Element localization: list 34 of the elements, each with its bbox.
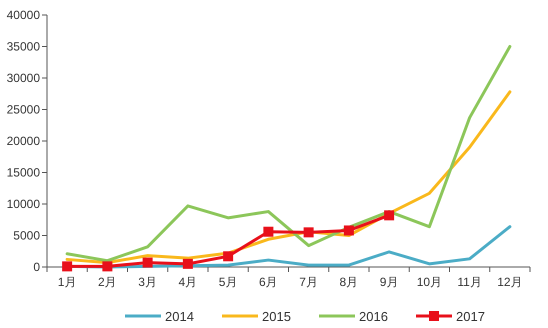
point <box>304 227 314 238</box>
x-tick-label: 8月 <box>340 275 358 289</box>
y-tick-label: 30000 <box>6 71 40 85</box>
x-tick-label: 2月 <box>98 275 117 289</box>
legend-label: 2016 <box>359 309 388 324</box>
x-tick-label: 6月 <box>259 275 278 289</box>
y-tick-label: 0 <box>33 260 40 274</box>
y-tick-label: 20000 <box>6 134 40 148</box>
point <box>142 258 153 268</box>
point <box>263 226 274 237</box>
point <box>102 261 112 272</box>
legend-label: 2015 <box>262 309 291 324</box>
y-tick-label: 5000 <box>13 228 40 242</box>
legend-label: 2017 <box>456 309 485 324</box>
y-tick-label: 25000 <box>6 102 40 116</box>
point <box>62 261 72 272</box>
x-tick-label: 9月 <box>380 275 398 289</box>
point <box>344 225 354 236</box>
point <box>384 210 394 220</box>
legend-label: 2014 <box>165 309 194 324</box>
x-tick-label: 12月 <box>497 275 523 289</box>
y-tick-label: 10000 <box>6 197 40 211</box>
x-tick-label: 5月 <box>218 275 238 289</box>
x-tick-label: 7月 <box>299 275 318 289</box>
point <box>223 251 234 262</box>
y-tick-label: 40000 <box>6 8 40 22</box>
x-tick-label: 11月 <box>457 275 482 289</box>
x-tick-label: 10月 <box>416 275 442 289</box>
x-tick-label: 3月 <box>138 275 157 289</box>
y-tick-label: 35000 <box>6 40 40 54</box>
point <box>182 258 193 269</box>
y-tick-label: 15000 <box>6 166 40 180</box>
x-tick-label: 4月 <box>178 275 198 289</box>
x-tick-label: 1月 <box>58 275 76 289</box>
